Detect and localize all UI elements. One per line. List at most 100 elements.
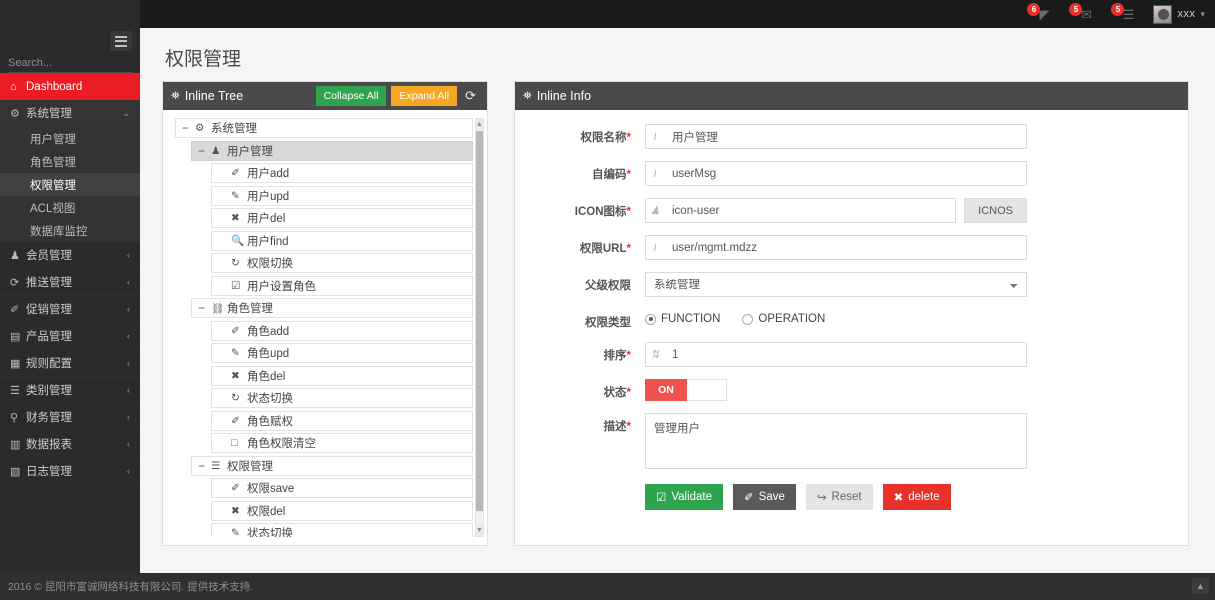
- required-mark: *: [626, 243, 631, 255]
- list-icon: ☰: [10, 384, 20, 397]
- chevron-left-icon: ‹: [127, 250, 130, 260]
- scroll-to-top-button[interactable]: ▲: [1192, 578, 1209, 594]
- tree-row[interactable]: − ⛓ 角色管理: [191, 298, 473, 318]
- scroll-up-icon[interactable]: ▲: [476, 119, 483, 130]
- tree-row[interactable]: ☑ 用户设置角色: [211, 275, 473, 296]
- tree-scrollbar[interactable]: ▲ ▼: [475, 118, 484, 537]
- description-label: 描述*: [515, 413, 645, 434]
- tree-node-icon: ⚙: [195, 122, 205, 134]
- refresh-icon[interactable]: ⟳: [462, 88, 479, 104]
- icon-input[interactable]: [664, 198, 957, 223]
- sidebar-subitem-db-monitor[interactable]: 数据库监控: [0, 219, 140, 242]
- tree-row[interactable]: ✎ 角色upd: [211, 343, 473, 363]
- tree-row[interactable]: − ♟ 用户管理: [191, 140, 473, 161]
- sidebar-item-system-mgmt[interactable]: ⚙ 系统管理 ⌄: [0, 100, 140, 127]
- tree-row[interactable]: ✐ 角色add: [211, 320, 473, 341]
- collapse-all-button[interactable]: Collapse All: [315, 86, 387, 106]
- permission-url-label: 权限URL*: [515, 235, 645, 256]
- radio-selected-icon[interactable]: [645, 313, 656, 325]
- sidebar-header: 🔍: [0, 28, 164, 73]
- delete-label: delete: [908, 491, 940, 503]
- sidebar-item-dashboard[interactable]: ⌂ Dashboard: [0, 73, 148, 100]
- required-mark: *: [626, 169, 631, 181]
- tasks-icon[interactable]: ☰ 5: [1111, 3, 1139, 23]
- order-input[interactable]: [664, 342, 1027, 367]
- expand-all-button[interactable]: Expand All: [391, 86, 458, 106]
- search-box[interactable]: 🔍: [8, 54, 164, 73]
- sidebar-item-product-mgmt[interactable]: ▤ 产品管理 ‹: [0, 323, 140, 350]
- permission-url-input[interactable]: [664, 235, 1027, 260]
- envelope-icon[interactable]: ✉ 5: [1069, 3, 1097, 23]
- scrollbar-thumb[interactable]: [476, 131, 483, 511]
- sidebar-subitem-role-mgmt[interactable]: 角色管理: [0, 150, 140, 173]
- collapse-toggle-icon[interactable]: −: [198, 143, 206, 158]
- scroll-down-icon[interactable]: ▼: [476, 525, 483, 536]
- tree-row[interactable]: ↻ 权限切换: [211, 253, 473, 273]
- description-textarea[interactable]: 管理用户: [645, 413, 1027, 469]
- reset-button[interactable]: ↪ Reset: [805, 484, 873, 510]
- tree-row[interactable]: ✖ 用户del: [211, 208, 473, 228]
- icon-control: ♟ ICNOS: [645, 198, 1027, 223]
- tree-node-icon: ✎: [231, 189, 240, 202]
- sidebar-subitem-user-mgmt[interactable]: 用户管理: [0, 127, 140, 150]
- tree-row[interactable]: − ⚙ 系统管理: [175, 118, 473, 138]
- label-text: 权限类型: [585, 317, 631, 329]
- sidebar-item-promotion-mgmt[interactable]: ✐ 促销管理 ‹: [0, 296, 140, 323]
- sidebar-subitem-acl-view[interactable]: ACL视图: [0, 196, 140, 219]
- inline-tree-title: Inline Tree: [184, 89, 244, 103]
- sidebar-item-data-report[interactable]: ▥ 数据报表 ‹: [0, 431, 140, 458]
- tree-row[interactable]: ✖ 角色del: [211, 365, 473, 386]
- hamburger-icon[interactable]: [110, 31, 132, 51]
- tree-node-label: 状态切换: [247, 393, 293, 405]
- tree-row[interactable]: ✐ 用户add: [211, 163, 473, 183]
- pencil-icon: I: [645, 235, 664, 260]
- tree-row[interactable]: 🔍 用户find: [211, 230, 473, 251]
- tree-row[interactable]: □ 角色权限清空: [211, 433, 473, 453]
- delete-button[interactable]: ✖ delete: [882, 484, 951, 510]
- sidebar-item-rule-config[interactable]: ▦ 规则配置 ‹: [0, 350, 140, 377]
- sidebar-item-log-mgmt[interactable]: ▧ 日志管理 ‹: [0, 458, 140, 485]
- order-control: ⇅: [645, 342, 1027, 367]
- radio-operation[interactable]: OPERATION: [742, 313, 825, 325]
- inline-tree-panel: ⛯ Inline Tree Collapse All Expand All ⟳ …: [162, 81, 488, 546]
- search-input[interactable]: [8, 57, 150, 69]
- collapse-toggle-icon[interactable]: −: [198, 458, 206, 473]
- permission-name-label: 权限名称*: [515, 124, 645, 145]
- user-menu[interactable]: xxx ▾: [1147, 0, 1215, 28]
- radio-operation-label: OPERATION: [758, 313, 826, 325]
- tree-row[interactable]: ✎ 状态切换: [211, 523, 473, 537]
- tree-row[interactable]: ✐ 权限save: [211, 478, 473, 498]
- tree-row[interactable]: − ☰ 权限管理: [191, 455, 473, 476]
- required-mark: *: [626, 350, 631, 362]
- status-toggle-knob[interactable]: [687, 379, 727, 401]
- validate-label: Validate: [671, 491, 713, 503]
- sidebar-item-category-mgmt[interactable]: ☰ 类别管理 ‹: [0, 377, 140, 404]
- sidebar-item-label: 财务管理: [26, 412, 72, 424]
- parent-permission-select[interactable]: 系统管理: [645, 272, 1027, 297]
- chevron-left-icon: ‹: [127, 277, 130, 287]
- save-button[interactable]: ✐ Save: [733, 484, 796, 510]
- tree-row[interactable]: ✖ 权限del: [211, 500, 473, 521]
- collapse-toggle-icon[interactable]: −: [198, 301, 206, 315]
- tree-row[interactable]: ↻ 状态切换: [211, 388, 473, 408]
- tree-row[interactable]: ✎ 用户upd: [211, 185, 473, 206]
- tree-node-icon: ⛓: [211, 302, 225, 315]
- status-toggle[interactable]: ON: [645, 379, 727, 401]
- bell-icon[interactable]: ◤ 6: [1027, 3, 1055, 23]
- sidebar-item-member-mgmt[interactable]: ♟ 会员管理 ‹: [0, 242, 140, 269]
- tree-row[interactable]: ✐ 角色赋权: [211, 410, 473, 431]
- sidebar-item-finance-mgmt[interactable]: ⚲ 财务管理 ‹: [0, 404, 140, 431]
- icnos-button[interactable]: ICNOS: [964, 198, 1027, 223]
- user-icon: ♟: [645, 198, 664, 223]
- label-text: 排序: [603, 350, 627, 362]
- sidebar-subitem-label: 角色管理: [30, 156, 76, 169]
- sidebar-item-push-mgmt[interactable]: ⟳ 推送管理 ‹: [0, 269, 140, 296]
- permission-name-input[interactable]: [664, 124, 1027, 149]
- collapse-toggle-icon[interactable]: −: [182, 121, 190, 135]
- topbar-icon-group: ◤ 6 ✉ 5 ☰ 5: [1027, 3, 1147, 23]
- validate-button[interactable]: ☑ Validate: [645, 484, 724, 510]
- radio-function[interactable]: FUNCTION: [645, 313, 720, 325]
- sidebar-subitem-permission-mgmt[interactable]: 权限管理: [0, 173, 140, 196]
- radio-unselected-icon[interactable]: [742, 313, 754, 325]
- self-code-input[interactable]: [664, 161, 1027, 186]
